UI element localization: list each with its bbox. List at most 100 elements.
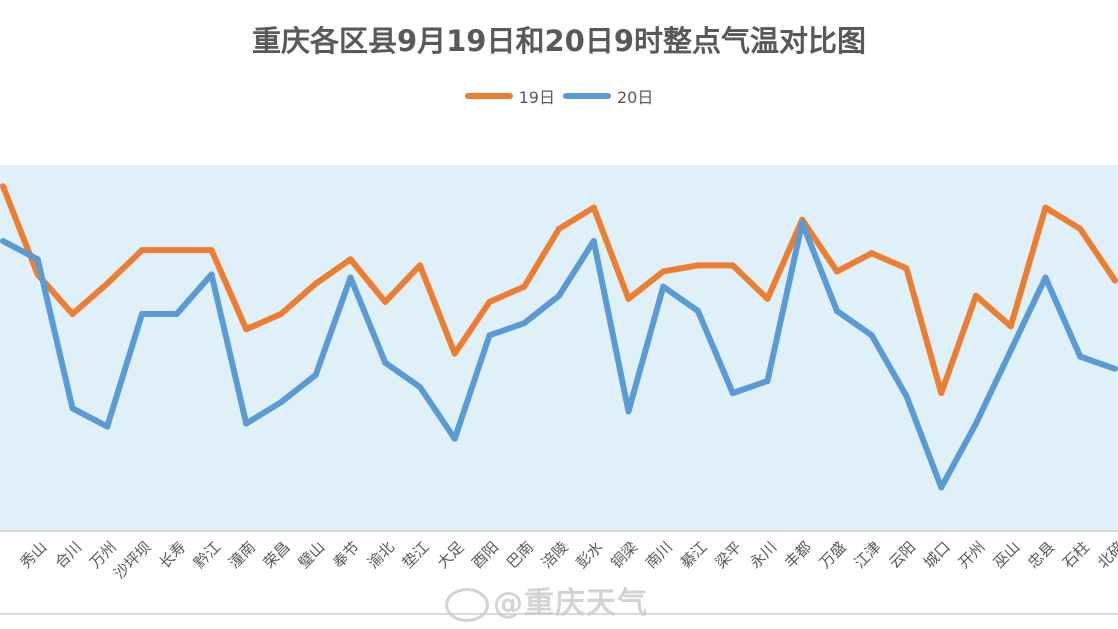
legend: 19日 20日 — [0, 84, 1118, 108]
data-point — [1112, 277, 1118, 284]
data-point — [764, 377, 771, 384]
data-point — [1007, 347, 1014, 354]
data-point — [938, 484, 945, 491]
x-tick-label: 潼南 — [225, 538, 259, 572]
data-point — [69, 311, 76, 318]
data-point — [625, 295, 632, 302]
x-tick-label: 南川 — [642, 538, 676, 572]
legend-swatch-orange — [464, 93, 513, 99]
data-point — [695, 262, 701, 269]
x-tick-label: 酉阳 — [468, 538, 502, 572]
data-point — [278, 399, 284, 406]
data-point — [1007, 323, 1014, 330]
data-point — [590, 204, 597, 211]
data-point — [243, 326, 250, 333]
data-point — [660, 283, 667, 290]
data-point — [69, 405, 76, 412]
data-point — [868, 250, 875, 257]
x-tick-label: 梁平 — [712, 538, 746, 572]
data-point — [1042, 204, 1049, 211]
x-tick-label: 綦江 — [677, 538, 711, 572]
x-tick-label: 大足 — [434, 538, 468, 572]
data-point — [139, 311, 145, 318]
data-point — [556, 292, 562, 299]
x-tick-label: 合川 — [51, 538, 85, 572]
data-point — [799, 219, 806, 226]
x-tick-label: 开州 — [955, 538, 989, 572]
data-point — [1112, 365, 1118, 372]
x-tick-label: 长寿 — [156, 538, 190, 572]
data-point — [1077, 225, 1084, 232]
data-point — [104, 280, 111, 287]
data-point — [0, 183, 6, 190]
data-point — [625, 408, 632, 415]
x-tick-label: 丰都 — [781, 538, 815, 572]
data-point — [278, 311, 284, 318]
weibo-logo-icon — [445, 587, 489, 622]
data-point — [34, 256, 41, 263]
legend-label: 19日 — [518, 88, 555, 107]
legend-item-19: 19日 — [464, 84, 555, 108]
data-point — [0, 238, 6, 245]
data-point — [903, 393, 910, 400]
data-point — [382, 298, 389, 305]
x-tick-label: 万盛 — [816, 538, 850, 572]
data-point — [764, 295, 771, 302]
data-point — [834, 308, 840, 314]
data-point — [417, 384, 423, 391]
x-tick-label: 北碚 — [1094, 538, 1118, 572]
legend-label: 20日 — [617, 88, 654, 107]
data-point — [973, 292, 979, 299]
watermark: @重庆天气 — [445, 578, 648, 622]
data-point — [729, 262, 736, 269]
x-tick-label: 黔江 — [190, 538, 224, 572]
x-tick-label: 垫江 — [399, 538, 433, 572]
data-point — [451, 435, 458, 442]
data-point — [347, 274, 354, 281]
data-point — [173, 311, 180, 318]
data-point — [417, 262, 423, 269]
watermark-text: @重庆天气 — [493, 586, 648, 621]
data-point — [834, 268, 840, 275]
legend-swatch-blue — [563, 93, 611, 99]
data-point — [208, 247, 215, 254]
x-tick-label: 永川 — [746, 538, 780, 572]
x-tick-label: 秀山 — [17, 538, 51, 572]
data-point — [312, 280, 319, 287]
data-point — [208, 271, 215, 278]
data-point — [486, 298, 493, 305]
data-point — [938, 390, 945, 397]
data-point — [451, 350, 458, 357]
data-point — [521, 283, 528, 290]
x-tick-label: 涪陵 — [538, 538, 572, 572]
x-tick-label: 彭水 — [573, 538, 607, 572]
x-tick-label: 渝北 — [364, 538, 398, 572]
data-point — [1077, 353, 1084, 360]
data-point — [903, 265, 910, 272]
data-point — [382, 359, 389, 366]
data-point — [590, 238, 597, 245]
x-tick-label: 巴南 — [503, 538, 537, 572]
legend-item-20: 20日 — [563, 84, 653, 108]
x-tick-label: 奉节 — [329, 538, 363, 572]
data-point — [486, 332, 493, 339]
data-point — [973, 420, 979, 427]
x-tick-label: 铜梁 — [607, 538, 641, 572]
data-point — [1042, 274, 1049, 281]
x-tick-label: 沙坪坝 — [110, 538, 155, 583]
data-point — [660, 268, 667, 275]
data-point — [521, 320, 528, 327]
x-tick-label: 璧山 — [295, 538, 329, 572]
x-tick-label: 忠县 — [1024, 538, 1058, 572]
data-point — [243, 420, 250, 427]
data-point — [868, 332, 875, 339]
x-tick-label: 石柱 — [1059, 538, 1093, 572]
data-point — [729, 390, 736, 397]
data-point — [556, 225, 562, 232]
data-point — [139, 247, 145, 254]
x-tick-label: 江津 — [851, 538, 885, 572]
x-tick-label: 云阳 — [885, 538, 919, 572]
x-tick-label: 荣昌 — [260, 538, 294, 572]
x-tick-label: 巫山 — [990, 538, 1024, 572]
